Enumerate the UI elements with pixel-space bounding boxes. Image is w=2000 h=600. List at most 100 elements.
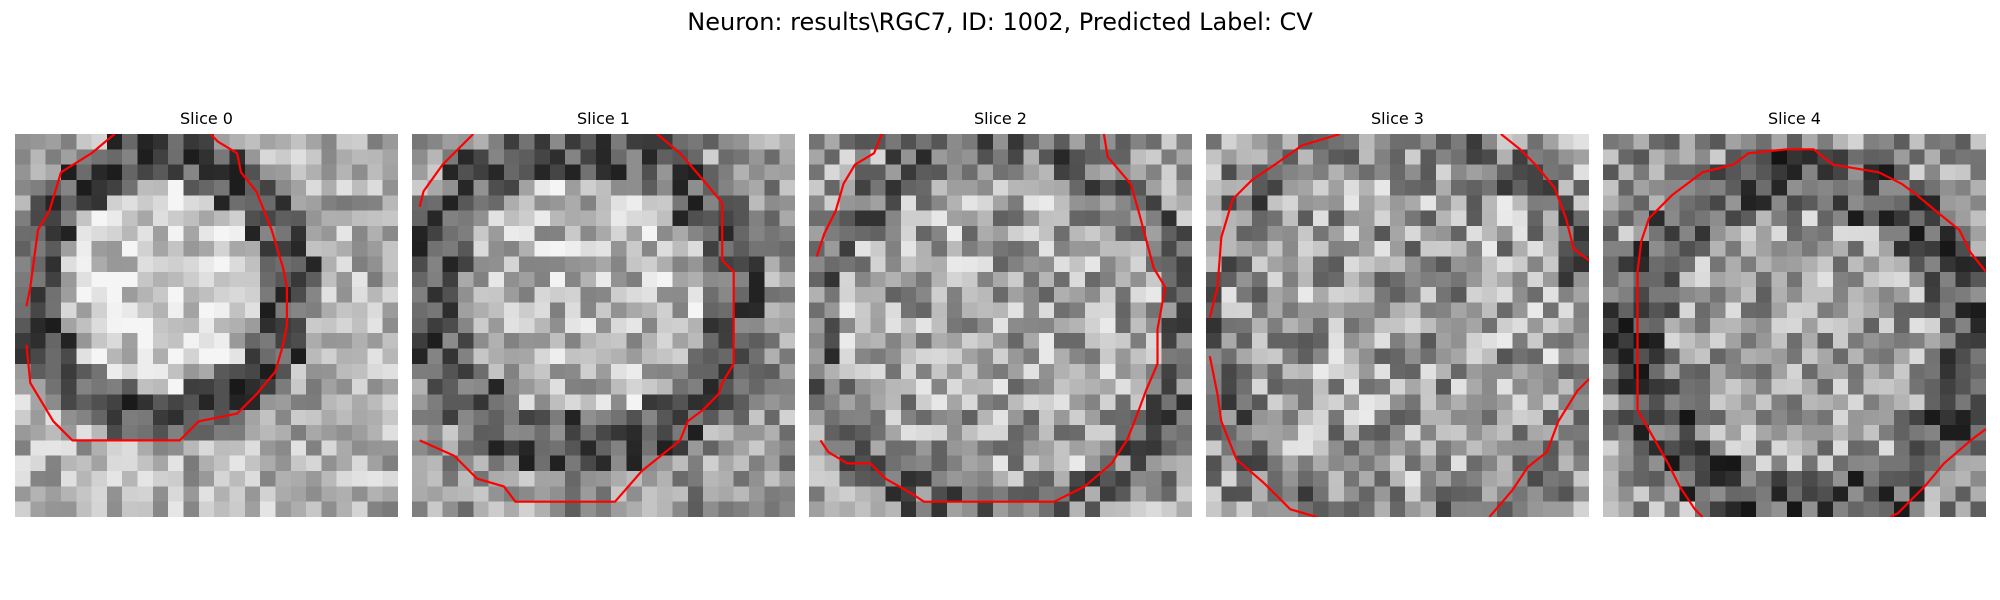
pixel xyxy=(626,134,643,150)
pixel xyxy=(1725,440,1742,457)
pixel xyxy=(992,455,1009,472)
pixel xyxy=(931,287,948,303)
pixel xyxy=(626,363,643,380)
pixel xyxy=(244,195,261,211)
pixel xyxy=(1527,195,1544,211)
pixel xyxy=(595,455,612,472)
pixel xyxy=(1771,210,1788,227)
pixel xyxy=(473,241,489,257)
pixel xyxy=(733,210,750,227)
pixel xyxy=(15,333,31,349)
pixel xyxy=(1038,455,1055,472)
pixel xyxy=(306,501,322,517)
pixel xyxy=(152,379,169,395)
pixel xyxy=(1543,317,1559,334)
pixel xyxy=(473,302,489,319)
pixel xyxy=(1374,363,1391,380)
pixel xyxy=(916,164,932,181)
pixel xyxy=(657,471,673,487)
pixel xyxy=(1497,333,1513,349)
pixel xyxy=(749,425,765,441)
pixel xyxy=(1054,425,1070,441)
pixel xyxy=(1786,333,1803,349)
pixel xyxy=(1146,287,1162,303)
pixel xyxy=(1771,256,1788,273)
pixel xyxy=(275,394,292,411)
pixel xyxy=(1251,149,1268,165)
pixel xyxy=(854,195,871,211)
pixel xyxy=(1420,455,1437,472)
pixel xyxy=(962,348,978,365)
pixel xyxy=(457,394,474,411)
pixel xyxy=(1817,271,1834,288)
pixel xyxy=(1817,134,1834,150)
pixel xyxy=(1069,333,1086,349)
pixel xyxy=(137,317,154,334)
pixel xyxy=(244,363,261,380)
pixel xyxy=(977,195,994,211)
pixel xyxy=(1328,241,1345,257)
pixel xyxy=(839,271,856,288)
pixel xyxy=(549,287,566,303)
pixel xyxy=(1802,195,1818,211)
pixel xyxy=(1343,425,1360,441)
pixel xyxy=(503,179,520,196)
pixel xyxy=(1512,134,1529,150)
pixel xyxy=(30,302,46,319)
pixel xyxy=(30,348,46,365)
pixel xyxy=(1909,256,1926,273)
pixel xyxy=(1527,317,1544,334)
pixel xyxy=(1710,287,1726,303)
pixel xyxy=(1740,302,1757,319)
pixel xyxy=(168,241,184,257)
pixel xyxy=(641,256,658,273)
pixel xyxy=(1466,271,1483,288)
pixel xyxy=(946,379,963,395)
pixel xyxy=(626,271,643,288)
pixel xyxy=(1648,486,1665,502)
pixel xyxy=(1543,210,1559,227)
pixel xyxy=(549,134,566,150)
pixel xyxy=(1817,501,1834,517)
pixel xyxy=(1069,409,1086,426)
pixel xyxy=(1313,179,1329,196)
pixel xyxy=(824,164,840,181)
pixel xyxy=(1725,210,1742,227)
pixel xyxy=(106,302,123,319)
pixel xyxy=(1664,225,1680,242)
pixel xyxy=(1924,225,1941,242)
pixel xyxy=(1084,348,1101,365)
pixel xyxy=(60,149,77,165)
pixel xyxy=(534,425,551,441)
pixel xyxy=(1771,225,1788,242)
pixel xyxy=(275,501,292,517)
pixel xyxy=(931,225,948,242)
pixel xyxy=(106,134,123,150)
pixel xyxy=(1786,379,1803,395)
pixel xyxy=(672,271,689,288)
pixel xyxy=(473,225,489,242)
pixel xyxy=(1894,241,1910,257)
pixel xyxy=(534,501,551,517)
pixel xyxy=(290,394,307,411)
pixel xyxy=(1374,394,1391,411)
pixel xyxy=(1527,394,1544,411)
pixel xyxy=(1069,486,1086,502)
pixel xyxy=(1618,333,1634,349)
pixel xyxy=(580,440,597,457)
pixel xyxy=(1878,455,1895,472)
pixel xyxy=(1940,409,1956,426)
pixel xyxy=(1786,394,1803,411)
pixel xyxy=(1343,287,1360,303)
pixel xyxy=(946,241,963,257)
pixel xyxy=(1146,195,1162,211)
pixel xyxy=(824,425,840,441)
pixel xyxy=(580,348,597,365)
pixel xyxy=(885,425,902,441)
pixel xyxy=(1664,409,1680,426)
pixel xyxy=(106,179,123,196)
pixel xyxy=(1405,333,1421,349)
pixel xyxy=(1343,471,1360,487)
pixel xyxy=(519,225,535,242)
pixel xyxy=(1008,348,1024,365)
